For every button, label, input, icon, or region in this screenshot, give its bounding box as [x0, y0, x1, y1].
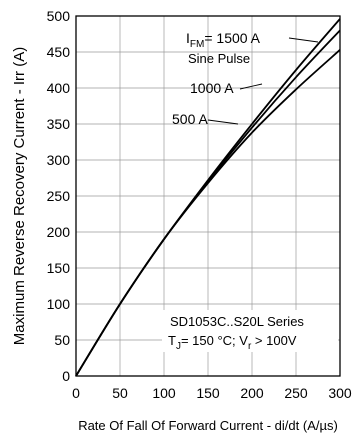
y-tick-label: 250 [47, 188, 71, 204]
y-tick-label: 200 [47, 224, 71, 240]
y-tick-label: 500 [47, 8, 71, 24]
info-box: SD1053C..S20L Series TJ= 150 °C; Vr > 10… [162, 310, 338, 352]
y-tick-label: 300 [47, 152, 71, 168]
y-tick-label: 350 [47, 116, 71, 132]
conditions-text: TJ= 150 °C; Vr > 100V [168, 333, 297, 352]
plot-frame [75, 15, 341, 377]
leader-500 [207, 119, 239, 125]
x-axis-title: Rate Of Fall Of Forward Current - di/dt … [78, 418, 338, 433]
x-tick-label: 300 [328, 385, 352, 401]
y-axis-title: Maximum Reverse Recovery Current - Irr (… [11, 47, 28, 345]
leader-1500 [288, 37, 319, 43]
x-tick-label: 250 [284, 385, 308, 401]
leader-1000 [239, 83, 263, 90]
label-500: 500 A [172, 111, 208, 127]
series-line-3 [75, 49, 341, 377]
x-tick-label: 200 [240, 385, 264, 401]
x-tick-label: 0 [72, 385, 80, 401]
y-tick-labels: 0 50 100 150 200 250 300 350 400 450 500 [47, 8, 71, 384]
x-tick-labels: 0 50 100 150 200 250 300 [72, 385, 352, 401]
y-tick-label: 0 [62, 368, 70, 384]
series-group [75, 18, 341, 377]
y-tick-label: 450 [47, 44, 71, 60]
x-tick-label: 50 [112, 385, 128, 401]
y-tick-label: 400 [47, 80, 71, 96]
y-tick-label: 50 [54, 332, 70, 348]
series-name-text: SD1053C..S20L Series [170, 314, 304, 329]
label-1000: 1000 A [190, 80, 234, 96]
x-tick-label: 100 [152, 385, 176, 401]
y-tick-label: 150 [47, 260, 71, 276]
x-tick-label: 150 [196, 385, 220, 401]
info-box-frame [162, 310, 338, 352]
y-tick-label: 100 [47, 296, 71, 312]
ifm-label: IFM= 1500 A [186, 30, 261, 50]
sine-pulse-label: Sine Pulse [188, 51, 250, 66]
